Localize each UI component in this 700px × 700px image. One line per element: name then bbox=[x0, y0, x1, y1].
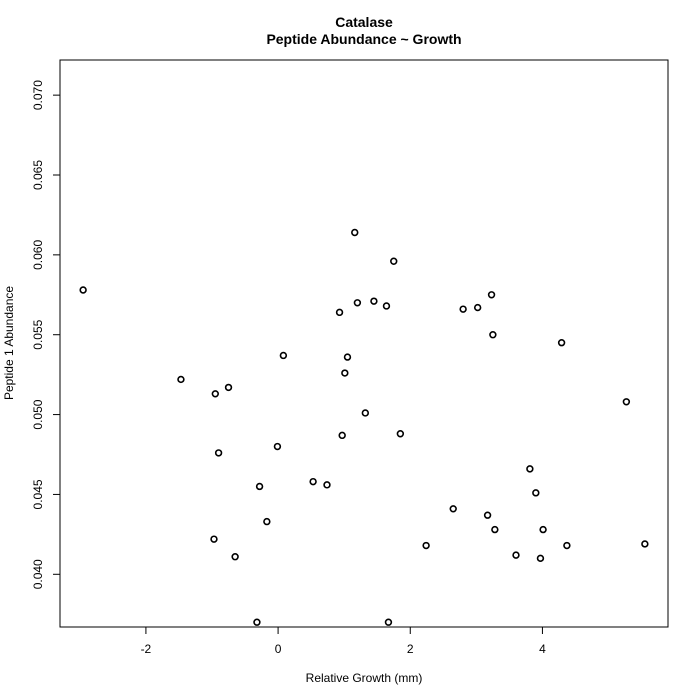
data-point bbox=[178, 377, 184, 383]
y-tick-label: 0.060 bbox=[31, 240, 45, 270]
data-point bbox=[533, 490, 539, 496]
data-point bbox=[362, 410, 368, 416]
data-point bbox=[80, 287, 86, 293]
data-point bbox=[391, 258, 397, 264]
data-point bbox=[513, 552, 519, 558]
data-point bbox=[490, 332, 496, 338]
y-tick-label: 0.050 bbox=[31, 399, 45, 429]
data-point bbox=[460, 306, 466, 312]
data-point bbox=[264, 519, 270, 525]
data-point bbox=[475, 305, 481, 311]
y-tick-label: 0.055 bbox=[31, 319, 45, 349]
data-point bbox=[232, 554, 238, 560]
chart-subtitle: Peptide Abundance ~ Growth bbox=[266, 31, 461, 47]
data-point bbox=[397, 431, 403, 437]
data-point bbox=[559, 340, 565, 346]
y-tick-label: 0.040 bbox=[31, 559, 45, 589]
data-point bbox=[489, 292, 495, 298]
data-point bbox=[324, 482, 330, 488]
data-point bbox=[211, 536, 217, 542]
x-tick-label: 0 bbox=[275, 642, 282, 656]
data-point bbox=[492, 527, 498, 533]
x-tick-label: 4 bbox=[539, 642, 546, 656]
x-tick-label: 2 bbox=[407, 642, 414, 656]
data-point bbox=[339, 432, 345, 438]
y-tick-label: 0.065 bbox=[31, 160, 45, 190]
data-point bbox=[527, 466, 533, 472]
x-tick-label: -2 bbox=[141, 642, 152, 656]
data-point bbox=[337, 309, 343, 315]
chart-title: Catalase bbox=[335, 14, 393, 30]
data-point bbox=[450, 506, 456, 512]
data-point bbox=[212, 391, 218, 397]
data-point bbox=[257, 484, 263, 490]
y-axis: 0.040 0.045 0.050 0.055 0.060 0.065 0.070 bbox=[31, 80, 60, 590]
data-point bbox=[216, 450, 222, 456]
data-point bbox=[345, 354, 351, 360]
data-point bbox=[352, 230, 358, 236]
data-point bbox=[540, 527, 546, 533]
data-point bbox=[354, 300, 360, 306]
data-point bbox=[423, 543, 429, 549]
data-point bbox=[342, 370, 348, 376]
y-tick-label: 0.045 bbox=[31, 479, 45, 509]
x-axis: -2 0 2 4 bbox=[141, 627, 547, 656]
data-point bbox=[564, 543, 570, 549]
data-point bbox=[371, 298, 377, 304]
data-point bbox=[386, 619, 392, 625]
plot-area-frame bbox=[60, 60, 668, 627]
data-point bbox=[384, 303, 390, 309]
data-point bbox=[642, 541, 648, 547]
data-point bbox=[226, 385, 232, 391]
data-point bbox=[254, 619, 260, 625]
data-points bbox=[80, 230, 648, 626]
data-point bbox=[280, 353, 286, 359]
y-tick-label: 0.070 bbox=[31, 80, 45, 110]
x-axis-label: Relative Growth (mm) bbox=[306, 671, 423, 685]
data-point bbox=[538, 555, 544, 561]
data-point bbox=[623, 399, 629, 405]
data-point bbox=[310, 479, 316, 485]
data-point bbox=[485, 512, 491, 518]
y-axis-label: Peptide 1 Abundance bbox=[2, 286, 16, 400]
data-point bbox=[275, 444, 281, 450]
